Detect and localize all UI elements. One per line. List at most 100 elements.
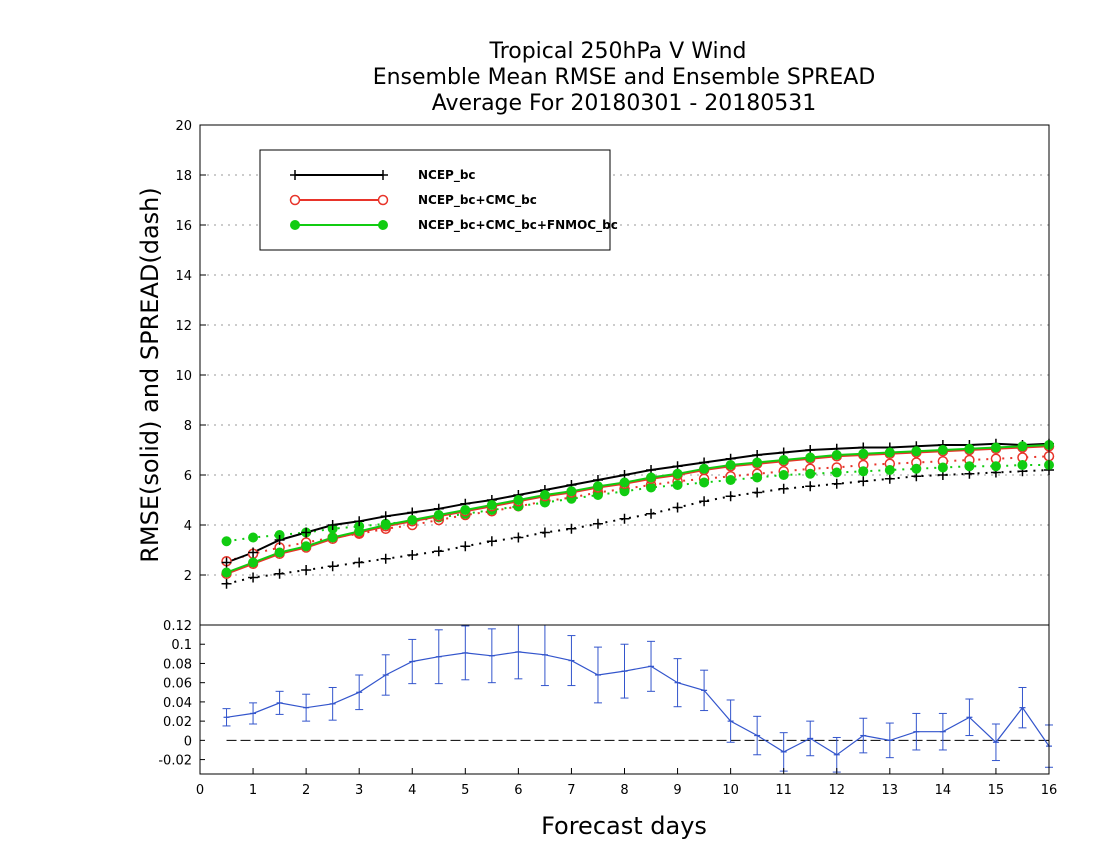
legend-marker [290,220,300,230]
x-axis-ticks: 0 1 2 3 4 5 6 7 8 9 10 11 12 13 14 15 16 [196,768,1057,798]
data-point-5 [805,468,816,479]
data-point-2 [407,515,418,525]
x-tick-label: 7 [567,783,575,798]
data-point-5 [248,532,259,543]
data-point-2 [805,452,816,463]
x-tick-label: 16 [1041,783,1058,798]
y-tick-label: 0.04 [163,696,192,711]
x-tick-label: 15 [988,783,1005,798]
data-point-5 [646,482,657,493]
data-point-2 [592,481,603,492]
data-point-2 [672,468,683,479]
chart-title-line2: Ensemble Mean RMSE and Ensemble SPREAD [373,65,876,90]
y-tick-label: 4 [184,519,192,534]
data-point-5 [858,466,869,477]
bottom-panel-series [222,624,1053,773]
data-point-2 [752,457,763,468]
legend-marker [289,194,301,206]
data-point-2 [646,472,657,483]
data-point-5 [831,467,842,478]
y-tick-label: 0.06 [163,677,192,692]
x-tick-label: 2 [302,783,310,798]
x-axis-title: Forecast days [541,812,707,840]
rmse-line-1 [226,445,1050,575]
bottom-panel-y-ticks: -0.02 0 0.02 0.04 0.06 0.08 0.1 0.12 [158,619,205,769]
top-panel-y-ticks: 2 4 6 8 10 12 14 16 18 20 [175,119,206,584]
data-point-5 [725,475,736,485]
data-point-2 [964,443,975,454]
x-tick-label: 5 [461,783,469,798]
data-point-2 [725,460,736,470]
y-tick-label: 8 [184,419,192,434]
data-point-5 [592,490,603,500]
data-point-5 [1017,460,1028,470]
data-point-2 [460,505,471,515]
x-tick-label: 12 [828,783,845,798]
data-point-2 [990,442,1001,453]
data-point-5 [699,477,710,488]
difference-line [226,651,1050,756]
data-point-2 [433,510,444,520]
y-tick-label: 10 [175,369,192,384]
y-tick-label: 14 [175,269,192,284]
y-tick-label: -0.02 [158,754,192,769]
data-point-2 [513,495,524,505]
data-point-5 [884,465,895,475]
data-point-2 [274,547,285,558]
x-tick-label: 6 [514,783,522,798]
data-point-2 [884,447,895,458]
data-point-2 [1017,441,1028,452]
legend-label: NCEP_bc+CMC_bc [418,193,537,208]
y-axis-title: RMSE(solid) and SPREAD(dash) [136,187,164,563]
data-point-2 [778,455,789,465]
x-tick-label: 10 [722,783,739,798]
data-point-2 [301,541,312,552]
data-point-5 [221,536,232,547]
y-tick-label: 12 [175,319,192,334]
chart-title-line3: Average For 20180301 - 20180531 [432,91,817,116]
y-tick-label: 0 [184,734,192,749]
data-point-5 [672,480,683,490]
data-point-2 [327,532,338,543]
x-tick-label: 14 [935,783,952,798]
data-point-5 [911,463,922,474]
data-point-2 [566,486,577,497]
legend-marker [378,220,388,230]
x-tick-label: 9 [673,783,681,798]
x-tick-label: 3 [355,783,363,798]
data-point-2 [539,490,550,500]
data-point-5 [990,461,1001,472]
x-tick-label: 11 [775,783,792,798]
data-point-2 [831,450,842,460]
data-point-2 [911,446,922,457]
data-point-5 [752,472,763,483]
rmse-line-2 [226,444,1050,574]
data-point-5 [937,462,948,473]
chart-title-line1: Tropical 250hPa V Wind [488,39,746,64]
legend-label: NCEP_bc+CMC_bc+FNMOC_bc [418,218,618,233]
data-point-2 [248,557,259,568]
legend: NCEP_bc NCEP_bc+CMC_bc NCEP_bc+CMC_bc+FNMO… [259,149,618,251]
y-tick-label: 0.08 [163,657,192,672]
x-tick-label: 0 [196,783,204,798]
y-tick-label: 0.1 [171,638,192,653]
y-tick-label: 0.02 [163,715,192,730]
top-panel-series [221,438,1055,589]
legend-label: NCEP_bc [418,168,476,183]
x-tick-label: 13 [882,783,899,798]
x-tick-label: 1 [249,783,257,798]
legend-marker [377,194,389,206]
rmse-line-0 [226,442,1050,564]
data-point-5 [964,461,975,472]
data-point-5 [619,486,630,497]
data-point-5 [778,470,789,480]
y-tick-label: 20 [175,119,192,134]
x-tick-label: 8 [620,783,628,798]
data-point-2 [619,477,630,488]
y-tick-label: 2 [184,569,192,584]
data-point-2 [699,463,710,474]
data-point-2 [858,448,869,459]
data-point-2 [380,520,391,530]
y-tick-label: 16 [175,219,192,234]
